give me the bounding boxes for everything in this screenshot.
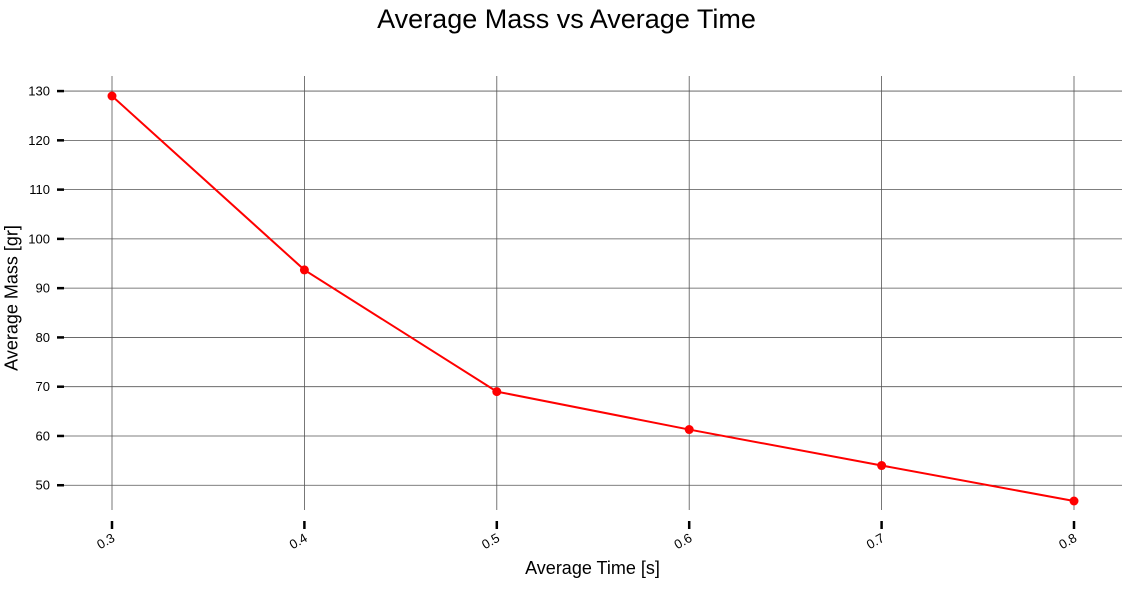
x-tick-label: 0.7 bbox=[864, 530, 887, 552]
x-axis-label: Average Time [s] bbox=[525, 558, 660, 578]
x-tick-label: 0.8 bbox=[1056, 530, 1079, 552]
y-tick-label: 80 bbox=[36, 330, 50, 345]
y-tick-label: 50 bbox=[36, 478, 50, 493]
y-tick-label: 60 bbox=[36, 428, 50, 443]
x-tick-label: 0.3 bbox=[94, 530, 117, 552]
ticks: 50 60 70 80 90 100 110 120 130 0.3 0.4 0.5 0.6 0.7 0.8 bbox=[28, 84, 1079, 553]
y-tick-label: 120 bbox=[28, 133, 50, 148]
grid bbox=[64, 76, 1122, 510]
data-point bbox=[684, 425, 694, 435]
y-tick-label: 70 bbox=[36, 379, 50, 394]
y-tick-label: 130 bbox=[28, 84, 50, 99]
data-point bbox=[492, 387, 502, 397]
series-line bbox=[111, 95, 1075, 502]
x-tick-label: 0.6 bbox=[671, 530, 694, 552]
data-point bbox=[299, 265, 309, 275]
data-point bbox=[877, 461, 887, 471]
y-tick-label: 90 bbox=[36, 281, 50, 296]
series bbox=[107, 91, 1079, 506]
y-tick-label: 110 bbox=[29, 182, 50, 197]
x-tick-label: 0.5 bbox=[479, 530, 502, 552]
x-tick-label: 0.4 bbox=[287, 530, 310, 552]
data-point bbox=[1069, 496, 1079, 506]
chart-title: Average Mass vs Average Time bbox=[377, 4, 756, 34]
y-axis-label: Average Mass [gr] bbox=[1, 225, 22, 371]
data-point bbox=[107, 91, 117, 101]
y-tick-label: 100 bbox=[28, 231, 50, 246]
